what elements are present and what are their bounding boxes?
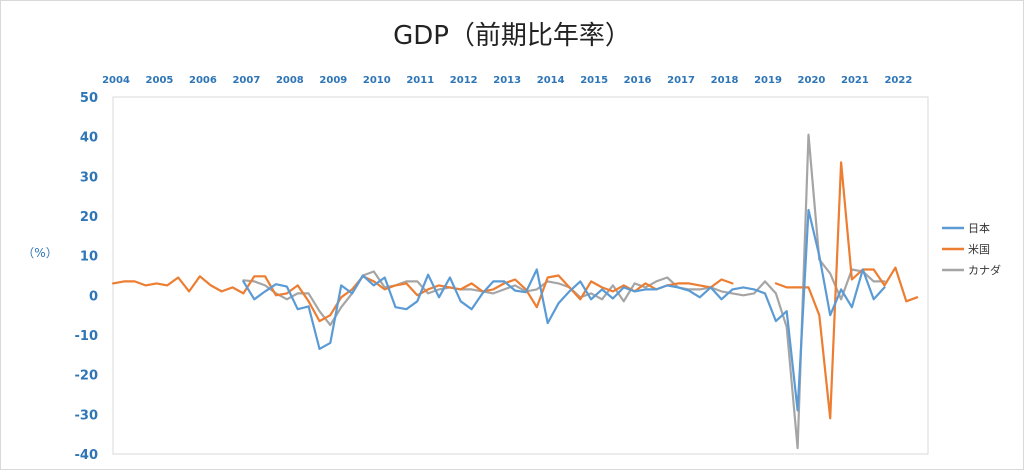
series-line-0 — [242, 208, 886, 412]
x-tick-label: 2012 — [450, 75, 478, 86]
y-tick-label: 20 — [80, 210, 98, 225]
x-tick-label: 2021 — [841, 75, 869, 86]
x-year-labels: 2004 2005 2006 2007 2008 2009 2010 2011 2012 2013… — [102, 75, 912, 86]
legend-label: 日本 — [968, 221, 990, 235]
x-tick-label: 2014 — [537, 75, 565, 86]
x-tick-label: 2016 — [624, 75, 652, 86]
y-tick-labels: 50 40 30 20 10 0 -10 -20 -30 -40 — [75, 91, 99, 463]
x-tick-label: 2015 — [580, 75, 608, 86]
y-tick-label: 50 — [80, 91, 98, 106]
y-tick-label: -10 — [75, 329, 99, 344]
x-tick-label: 2018 — [711, 75, 739, 86]
x-tick-label: 2006 — [189, 75, 217, 86]
y-tick-label: 30 — [80, 170, 98, 185]
x-tick-label: 2019 — [754, 75, 782, 86]
legend-label: 米国 — [968, 243, 990, 256]
x-tick-label: 2005 — [146, 75, 174, 86]
chart-title: GDP（前期比年率） — [393, 21, 631, 51]
y-tick-label: -20 — [75, 369, 99, 384]
y-tick-label: 0 — [89, 289, 98, 304]
x-tick-label: 2022 — [884, 75, 912, 86]
x-tick-label: 2013 — [493, 75, 521, 86]
x-tick-label: 2009 — [319, 75, 347, 86]
y-tick-label: -40 — [75, 448, 99, 463]
y-axis-label: （%） — [22, 246, 57, 260]
x-tick-label: 2017 — [667, 75, 695, 86]
legend-label: カナダ — [968, 263, 1001, 277]
x-tick-label: 2007 — [232, 75, 260, 86]
y-tick-label: 10 — [80, 250, 98, 265]
plot-area — [112, 96, 929, 455]
x-tick-label: 2008 — [276, 75, 304, 86]
x-tick-label: 2020 — [798, 75, 826, 86]
x-tick-label: 2010 — [363, 75, 391, 86]
y-tick-label: -30 — [75, 408, 99, 423]
x-tick-label: 2011 — [406, 75, 434, 86]
y-tick-label: 40 — [80, 131, 98, 146]
series-layer — [111, 133, 919, 450]
x-tick-label: 2004 — [102, 75, 130, 86]
series-line-2 — [242, 133, 886, 450]
